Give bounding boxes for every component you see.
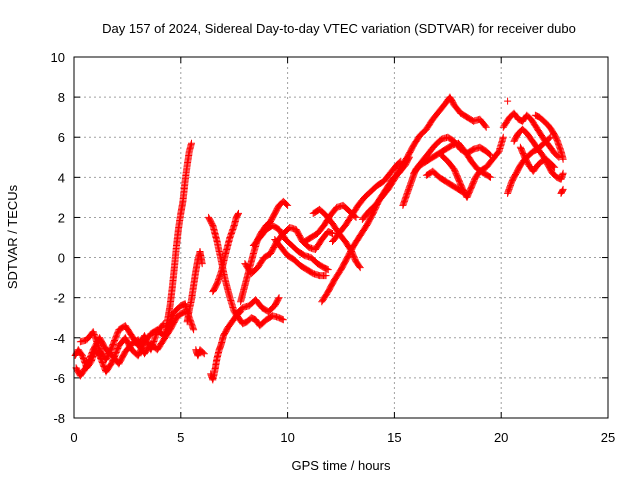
data-point [504,97,512,105]
y-tick-label: -2 [53,291,65,306]
data-point [188,139,195,147]
data-point [486,150,493,158]
data-point [200,350,208,358]
data-point [559,169,567,177]
data-point [355,262,363,270]
data-point [486,173,493,181]
data-point [481,122,489,130]
y-axis-label: SDTVAR / TECUs [5,184,20,289]
data-point [190,326,198,334]
y-tick-label: 6 [58,130,65,145]
data-point [499,133,507,141]
plot-frame [73,56,609,419]
y-tick-label: -8 [53,411,65,426]
data-point [284,201,292,209]
data-point [275,294,283,302]
x-tick-label: 10 [280,430,294,445]
data-point [559,185,567,193]
data-point [283,200,290,208]
data-point [551,163,559,171]
data-point [352,213,360,221]
y-tick-label: 2 [58,210,65,225]
x-tick-label: 5 [177,430,184,445]
data-points [71,93,567,384]
data-point [482,123,490,131]
data-point [324,266,332,274]
data-point [198,260,206,268]
x-tick-label: 20 [494,430,508,445]
data-point [356,264,364,272]
data-point [199,349,207,357]
data-point [329,230,336,237]
x-tick-label: 15 [387,430,401,445]
y-tick-labels: -8 -6 -4 -2 0 2 4 6 8 10 [51,50,65,426]
y-tick-label: 0 [58,251,65,266]
x-axis-label: GPS time / hours [292,458,391,473]
data-point [550,162,557,170]
data-point [235,209,242,217]
y-tick-label: -6 [53,371,65,386]
y-tick-label: -4 [53,331,65,346]
gridlines [74,57,608,418]
data-point [279,316,287,324]
data-point [487,173,494,181]
data-point [545,134,553,142]
x-tick-labels: 0 5 10 15 20 25 [70,430,615,445]
y-tick-label: 8 [58,90,65,105]
data-point [559,155,567,163]
x-tick-label: 0 [70,430,77,445]
data-point [322,272,330,280]
data-point [274,295,282,303]
y-tick-label: 4 [58,170,65,185]
y-tick-label: 10 [51,50,65,65]
x-tick-label: 25 [601,430,615,445]
chart-title: Day 157 of 2024, Sidereal Day-to-day VTE… [102,21,576,36]
data-point [234,210,242,218]
